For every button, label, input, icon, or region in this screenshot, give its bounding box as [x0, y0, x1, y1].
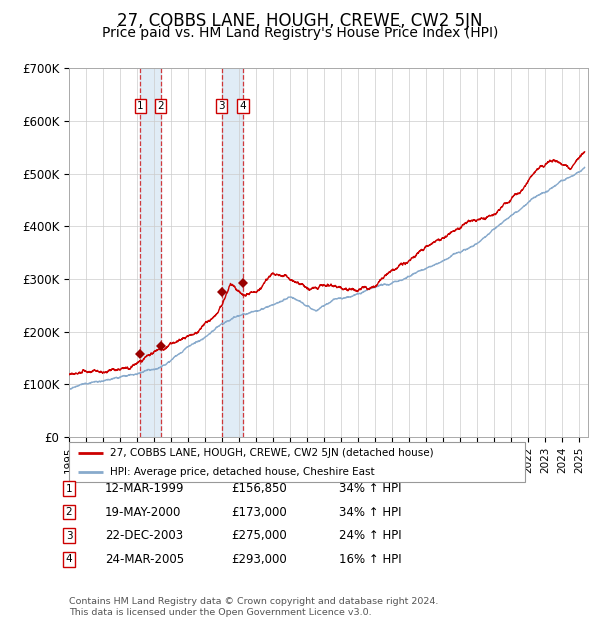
Text: 16% ↑ HPI: 16% ↑ HPI: [339, 553, 401, 565]
Text: £173,000: £173,000: [231, 506, 287, 518]
Text: £293,000: £293,000: [231, 553, 287, 565]
Text: Price paid vs. HM Land Registry's House Price Index (HPI): Price paid vs. HM Land Registry's House …: [102, 26, 498, 40]
Text: 27, COBBS LANE, HOUGH, CREWE, CW2 5JN: 27, COBBS LANE, HOUGH, CREWE, CW2 5JN: [117, 12, 483, 30]
Text: 24% ↑ HPI: 24% ↑ HPI: [339, 529, 401, 542]
Text: 2: 2: [65, 507, 73, 517]
Bar: [140, 68, 161, 437]
Text: 1: 1: [65, 484, 73, 494]
Text: 2: 2: [157, 101, 164, 111]
Text: Contains HM Land Registry data © Crown copyright and database right 2024.
This d: Contains HM Land Registry data © Crown c…: [69, 598, 439, 617]
Text: 27, COBBS LANE, HOUGH, CREWE, CW2 5JN (detached house): 27, COBBS LANE, HOUGH, CREWE, CW2 5JN (d…: [110, 448, 434, 458]
Text: 22-DEC-2003: 22-DEC-2003: [105, 529, 183, 542]
Text: £275,000: £275,000: [231, 529, 287, 542]
Text: 4: 4: [240, 101, 247, 111]
Text: 34% ↑ HPI: 34% ↑ HPI: [339, 482, 401, 495]
Text: £156,850: £156,850: [231, 482, 287, 495]
FancyBboxPatch shape: [69, 442, 525, 482]
Text: HPI: Average price, detached house, Cheshire East: HPI: Average price, detached house, Ches…: [110, 467, 374, 477]
Text: 12-MAR-1999: 12-MAR-1999: [105, 482, 185, 495]
Text: 3: 3: [218, 101, 225, 111]
Text: 24-MAR-2005: 24-MAR-2005: [105, 553, 184, 565]
Text: 4: 4: [65, 554, 73, 564]
Text: 1: 1: [137, 101, 144, 111]
Bar: [221, 68, 243, 437]
Text: 3: 3: [65, 531, 73, 541]
Text: 19-MAY-2000: 19-MAY-2000: [105, 506, 181, 518]
Text: 34% ↑ HPI: 34% ↑ HPI: [339, 506, 401, 518]
